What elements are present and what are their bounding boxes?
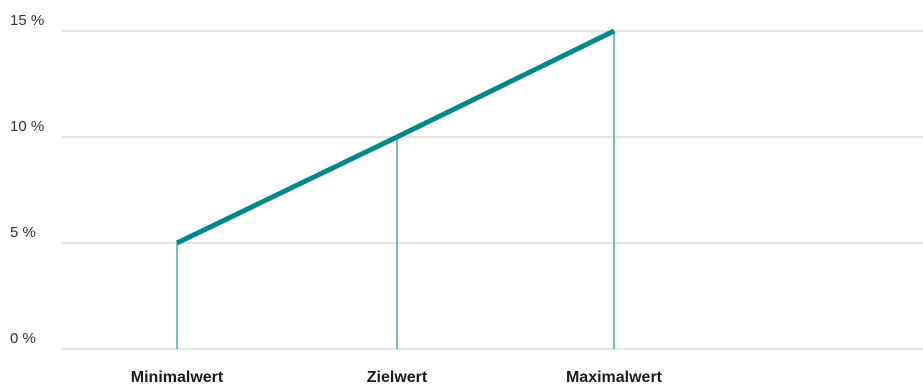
x-category-label-1: Zielwert: [367, 369, 428, 385]
series-line: [175, 28, 616, 246]
y-tick-label-0: 0 %: [10, 330, 36, 347]
x-category-label-0: Minimalwert: [131, 369, 224, 385]
x-category-label-2: Maximalwert: [566, 369, 663, 385]
x-axis-category-labels: Minimalwert Zielwert Maximalwert: [131, 369, 663, 385]
y-tick-label-15: 15 %: [10, 12, 44, 29]
gridlines: [62, 30, 923, 350]
y-tick-label-10: 10 %: [10, 118, 44, 135]
drop-lines: [176, 31, 615, 349]
y-axis-tick-labels: 0 % 5 % 10 % 15 %: [10, 12, 44, 347]
series-lines: [175, 28, 616, 246]
y-tick-label-5: 5 %: [10, 224, 36, 241]
